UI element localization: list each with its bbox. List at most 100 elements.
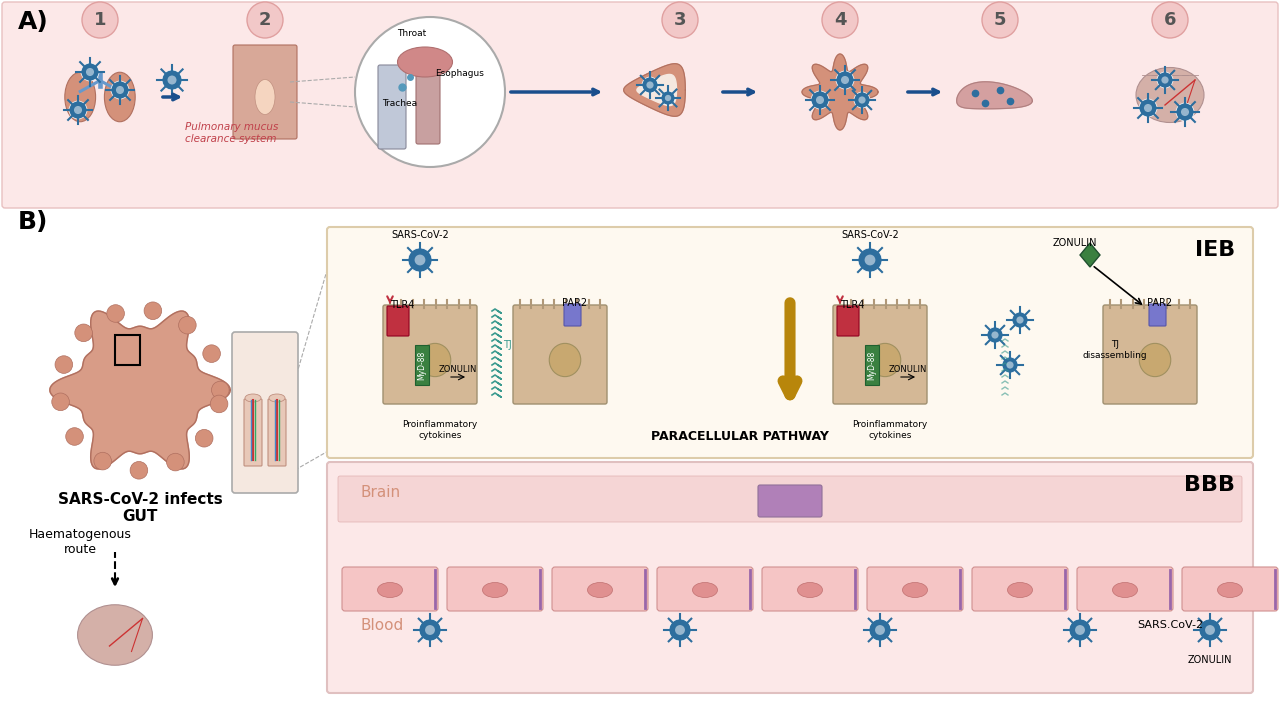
Circle shape bbox=[106, 305, 124, 323]
Text: ZONULIN: ZONULIN bbox=[888, 366, 927, 374]
Circle shape bbox=[876, 625, 884, 635]
FancyBboxPatch shape bbox=[1103, 305, 1197, 404]
FancyBboxPatch shape bbox=[833, 305, 927, 404]
Text: Brain: Brain bbox=[360, 485, 401, 500]
FancyBboxPatch shape bbox=[513, 305, 607, 404]
Ellipse shape bbox=[869, 343, 901, 377]
FancyBboxPatch shape bbox=[342, 567, 438, 611]
Text: ZONULIN: ZONULIN bbox=[1052, 238, 1097, 248]
FancyBboxPatch shape bbox=[972, 567, 1068, 611]
Text: TLR4: TLR4 bbox=[840, 300, 864, 310]
Circle shape bbox=[662, 2, 698, 38]
Circle shape bbox=[55, 356, 73, 374]
Circle shape bbox=[841, 76, 849, 84]
Circle shape bbox=[858, 248, 882, 272]
Circle shape bbox=[982, 2, 1018, 38]
Ellipse shape bbox=[105, 72, 136, 122]
Ellipse shape bbox=[378, 582, 402, 598]
Text: Trachea: Trachea bbox=[383, 99, 417, 109]
FancyBboxPatch shape bbox=[416, 65, 440, 144]
Circle shape bbox=[74, 324, 92, 341]
Ellipse shape bbox=[398, 47, 453, 77]
Text: SARS-CoV-2: SARS-CoV-2 bbox=[841, 230, 899, 240]
Circle shape bbox=[419, 619, 442, 641]
Circle shape bbox=[643, 77, 658, 93]
Text: B): B) bbox=[18, 210, 49, 234]
Circle shape bbox=[355, 17, 506, 167]
FancyBboxPatch shape bbox=[657, 567, 753, 611]
Circle shape bbox=[1012, 312, 1028, 328]
Circle shape bbox=[168, 76, 177, 84]
Text: SARS.CoV-2: SARS.CoV-2 bbox=[1137, 620, 1203, 630]
Circle shape bbox=[1139, 99, 1157, 117]
FancyBboxPatch shape bbox=[758, 485, 822, 517]
Circle shape bbox=[1152, 2, 1188, 38]
FancyBboxPatch shape bbox=[1149, 304, 1166, 326]
Text: Blood: Blood bbox=[360, 618, 403, 632]
Ellipse shape bbox=[483, 582, 507, 598]
Circle shape bbox=[1016, 316, 1024, 323]
Circle shape bbox=[815, 96, 824, 104]
Circle shape bbox=[196, 429, 212, 447]
FancyBboxPatch shape bbox=[3, 2, 1277, 208]
Text: 6: 6 bbox=[1164, 11, 1176, 29]
Text: ZONULIN: ZONULIN bbox=[439, 366, 477, 374]
Ellipse shape bbox=[255, 79, 275, 114]
Circle shape bbox=[69, 101, 87, 119]
Ellipse shape bbox=[269, 394, 285, 402]
Polygon shape bbox=[623, 64, 685, 116]
Text: Proinflammatory
cytokines: Proinflammatory cytokines bbox=[852, 420, 928, 440]
Text: 1: 1 bbox=[93, 11, 106, 29]
Text: MyD-88: MyD-88 bbox=[417, 351, 426, 379]
FancyBboxPatch shape bbox=[378, 65, 406, 149]
Circle shape bbox=[166, 454, 184, 471]
FancyBboxPatch shape bbox=[233, 45, 297, 139]
Circle shape bbox=[163, 70, 182, 90]
Ellipse shape bbox=[1112, 582, 1138, 598]
Circle shape bbox=[822, 2, 858, 38]
FancyBboxPatch shape bbox=[244, 399, 262, 466]
Circle shape bbox=[1157, 72, 1172, 88]
Circle shape bbox=[836, 71, 854, 89]
Text: PARACELLULAR PATHWAY: PARACELLULAR PATHWAY bbox=[652, 430, 829, 443]
Circle shape bbox=[131, 462, 147, 479]
Text: 5: 5 bbox=[993, 11, 1006, 29]
FancyBboxPatch shape bbox=[837, 306, 859, 336]
Text: 4: 4 bbox=[833, 11, 846, 29]
Polygon shape bbox=[1080, 243, 1100, 267]
Ellipse shape bbox=[65, 72, 96, 122]
Circle shape bbox=[1199, 619, 1221, 641]
Circle shape bbox=[211, 381, 229, 399]
Text: 2: 2 bbox=[259, 11, 271, 29]
Text: Proinflammatory
cytokines: Proinflammatory cytokines bbox=[402, 420, 477, 440]
FancyBboxPatch shape bbox=[865, 345, 879, 385]
FancyBboxPatch shape bbox=[338, 476, 1242, 522]
Text: Haematogenous
route: Haematogenous route bbox=[28, 528, 132, 556]
Circle shape bbox=[415, 255, 425, 266]
FancyBboxPatch shape bbox=[326, 227, 1253, 458]
Ellipse shape bbox=[244, 394, 261, 402]
FancyBboxPatch shape bbox=[326, 462, 1253, 693]
Ellipse shape bbox=[1007, 582, 1033, 598]
Text: IEB: IEB bbox=[1194, 240, 1235, 260]
Ellipse shape bbox=[797, 582, 823, 598]
Circle shape bbox=[81, 63, 99, 81]
Circle shape bbox=[93, 452, 111, 470]
Circle shape bbox=[408, 248, 433, 272]
Circle shape bbox=[86, 68, 93, 76]
Circle shape bbox=[992, 331, 998, 338]
FancyBboxPatch shape bbox=[268, 399, 285, 466]
Text: TLR4: TLR4 bbox=[390, 300, 415, 310]
Circle shape bbox=[1176, 103, 1194, 121]
FancyBboxPatch shape bbox=[1076, 567, 1172, 611]
FancyBboxPatch shape bbox=[552, 567, 648, 611]
Circle shape bbox=[664, 95, 671, 101]
Bar bbox=[115, 335, 140, 365]
Text: PAR2: PAR2 bbox=[562, 298, 588, 308]
Text: ZONULIN: ZONULIN bbox=[1188, 655, 1233, 665]
Circle shape bbox=[1006, 361, 1014, 369]
Circle shape bbox=[51, 393, 69, 410]
Circle shape bbox=[669, 619, 691, 641]
FancyBboxPatch shape bbox=[447, 567, 543, 611]
Circle shape bbox=[1069, 619, 1091, 641]
